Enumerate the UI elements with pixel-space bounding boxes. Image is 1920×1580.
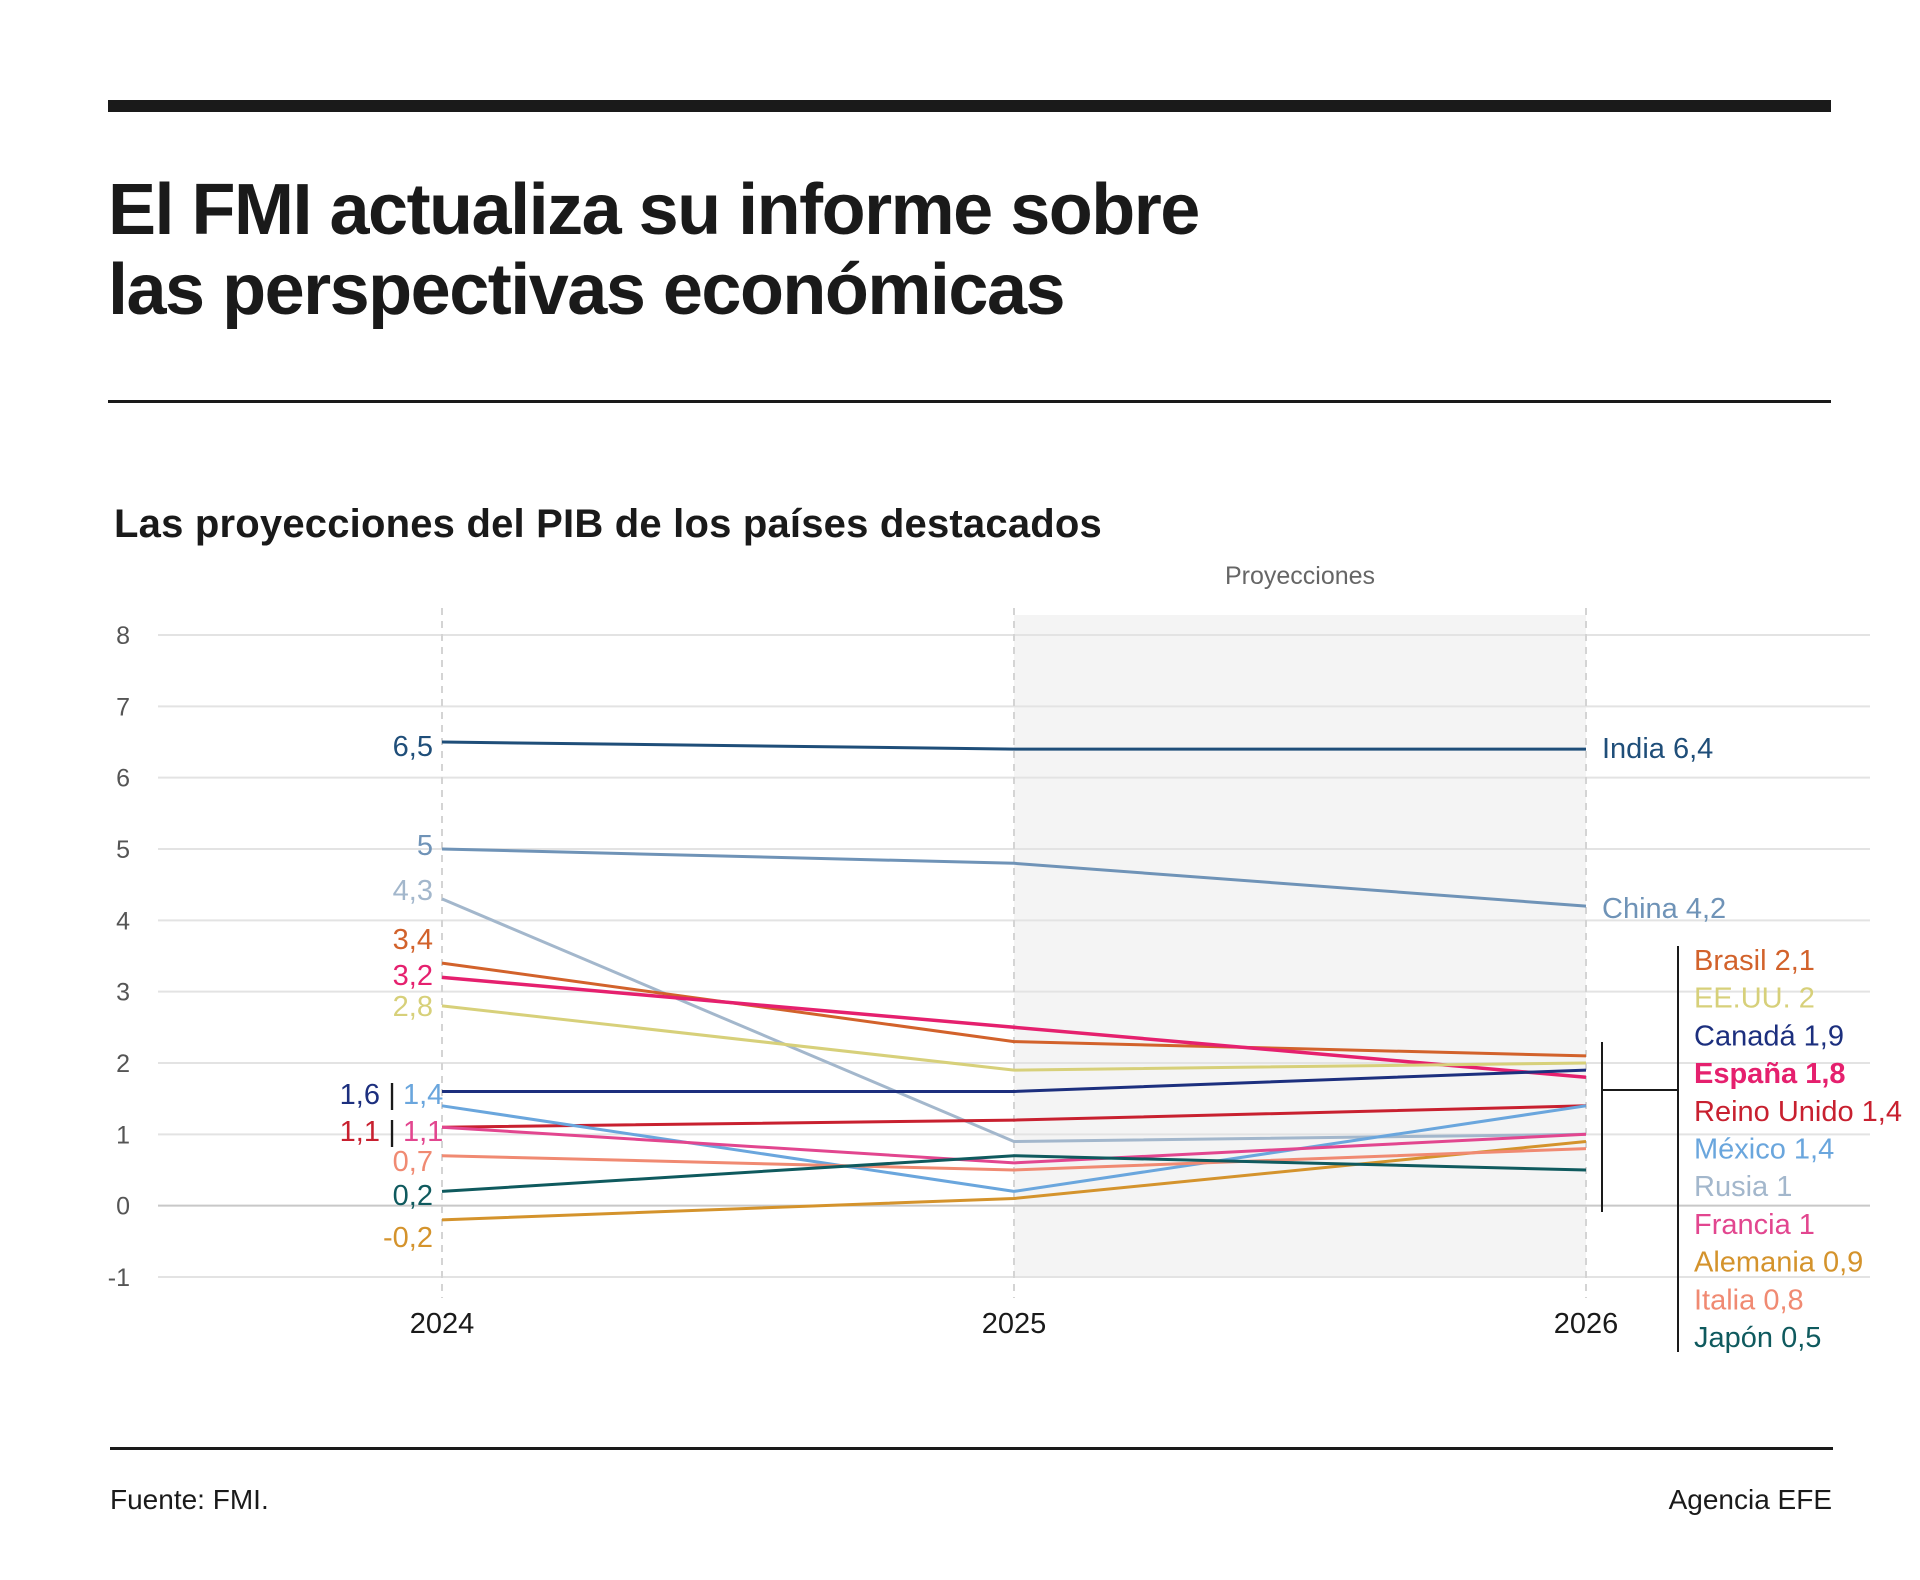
legend-entry: Francia 1 <box>1694 1209 1815 1241</box>
projection-label: Proyecciones <box>1225 562 1375 590</box>
y-tick-label: -1 <box>108 1264 130 1292</box>
x-tick-label: 2025 <box>982 1308 1047 1340</box>
y-tick-label: 1 <box>116 1121 130 1149</box>
end-label: China 4,2 <box>1602 893 1726 925</box>
start-label: 3,2 <box>393 960 433 992</box>
agency-credit: Agencia EFE <box>1668 1484 1832 1515</box>
label-separator: | <box>388 1116 396 1148</box>
series-line-francia <box>441 1125 1587 1165</box>
gdp-line-chart: Proyecciones 8 7 6 5 4 3 2 1 0 -1 2024 2025 2026 6,5 5 4… <box>108 562 1902 1354</box>
start-label: 4,3 <box>393 875 433 907</box>
series-line-canad- <box>442 1068 1587 1093</box>
y-tick-label: 2 <box>116 1050 130 1078</box>
end-label: India 6,4 <box>1602 733 1713 765</box>
headline-line-2: las perspectivas económicas <box>108 250 1066 330</box>
y-tick-label: 5 <box>116 836 130 864</box>
series-line-italia <box>441 1147 1587 1172</box>
series-line-m-xico <box>441 1104 1587 1193</box>
bottom-rule <box>110 1447 1833 1450</box>
legend-entry: Reino Unido 1,4 <box>1694 1096 1902 1128</box>
label-separator: | <box>388 1079 396 1111</box>
start-label: -0,2 <box>383 1222 433 1254</box>
legend-entry: Canadá 1,9 <box>1694 1020 1844 1052</box>
y-tick-label: 0 <box>116 1193 130 1221</box>
series-line-espa-a <box>441 975 1587 1080</box>
y-tick-label: 6 <box>116 765 130 793</box>
legend-entry: Rusia 1 <box>1694 1171 1792 1203</box>
mid-rule <box>108 400 1831 403</box>
y-tick-label: 3 <box>116 979 130 1007</box>
legend-entry: Italia 0,8 <box>1694 1284 1804 1316</box>
headline-line-1: El FMI actualiza su informe sobre <box>108 170 1200 250</box>
x-tick-label: 2026 <box>1554 1308 1619 1340</box>
source-note: Fuente: FMI. <box>110 1484 269 1515</box>
legend-entry: Alemania 0,9 <box>1694 1247 1863 1279</box>
series-line-reino-unido <box>441 1104 1587 1129</box>
start-label: 5 <box>417 830 433 862</box>
y-tick-label: 4 <box>116 907 130 935</box>
legend-entry: EE.UU. 2 <box>1694 983 1815 1015</box>
x-tick-label: 2024 <box>410 1308 475 1340</box>
series-line-india <box>441 740 1586 751</box>
legend-entry: Japón 0,5 <box>1694 1322 1821 1354</box>
start-label: 1,1 <box>340 1116 380 1148</box>
start-label: 0,7 <box>393 1146 433 1178</box>
series-line-jap-n <box>441 1154 1587 1193</box>
top-rule <box>108 100 1831 112</box>
series-line-ee-uu- <box>441 1004 1587 1072</box>
start-label: 1,1 <box>403 1116 443 1148</box>
start-label: 3,4 <box>393 924 433 956</box>
y-tick-label: 8 <box>116 622 130 650</box>
start-label: 6,5 <box>393 731 433 763</box>
series-line-china <box>441 847 1587 908</box>
start-label: 1,4 <box>403 1079 443 1111</box>
series-line-brasil <box>441 961 1587 1058</box>
series-lines <box>441 740 1587 1222</box>
y-tick-label: 7 <box>116 693 130 721</box>
y-grid: 8 7 6 5 4 3 2 1 0 -1 <box>108 622 1870 1292</box>
start-label: 1,6 <box>340 1079 380 1111</box>
series-line-rusia <box>441 897 1587 1143</box>
chart-title: Las proyecciones del PIB de los países d… <box>114 502 1102 546</box>
headline: El FMI actualiza su informe sobre las pe… <box>108 170 1508 330</box>
start-label: 2,8 <box>393 991 433 1023</box>
series-line-alemania <box>441 1140 1587 1222</box>
start-label: 0,2 <box>393 1180 433 1212</box>
legend-entry: México 1,4 <box>1694 1134 1834 1166</box>
legend-entry: España 1,8 <box>1694 1058 1846 1090</box>
legend-entry: Brasil 2,1 <box>1694 945 1815 977</box>
